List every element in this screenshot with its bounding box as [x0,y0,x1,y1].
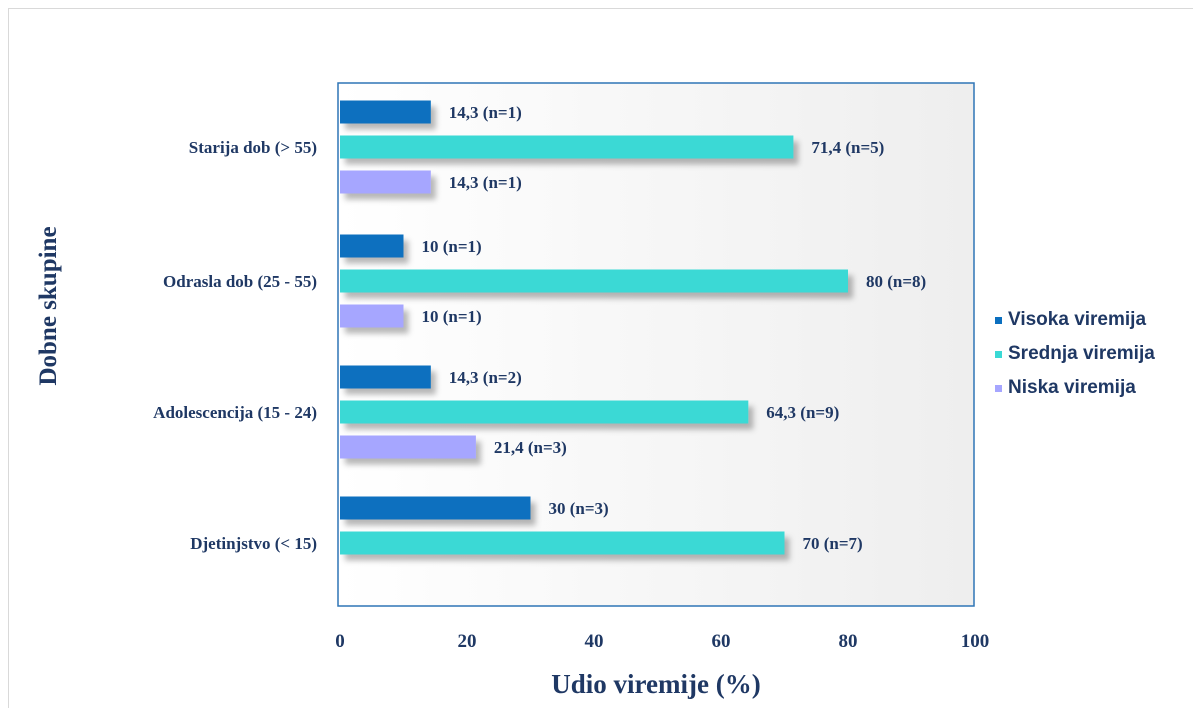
category-label: Djetinjstvo (< 15) [190,534,317,553]
x-tick-label: 0 [335,631,345,652]
bar [340,435,476,459]
data-label: 10 (n=1) [422,307,482,326]
bar [340,496,531,520]
category-labels-group: Starija dob (> 55) Odrasla dob (25 - 55) A… [153,138,317,553]
category-label: Odrasla dob (25 - 55) [163,272,317,291]
legend-label: Visoka viremija [1008,309,1146,330]
data-labels-group: 14,3 (n=1) 71,4 (n=5) 14,3 (n=1) 10 (n=1) 80… [422,103,927,553]
bar [340,170,431,194]
bar [340,304,404,328]
x-tick-label: 80 [839,631,858,652]
legend-swatch [995,351,1002,358]
bars-group [340,100,848,555]
bar [340,400,749,424]
x-tick-label: 100 [961,631,990,652]
data-label: 80 (n=8) [866,272,926,291]
data-label: 70 (n=7) [803,534,863,553]
bar [340,234,404,258]
data-label: 64,3 (n=9) [766,403,839,422]
data-label: 71,4 (n=5) [811,138,884,157]
legend-swatch [995,385,1002,392]
legend-label: Srednja viremija [1008,343,1155,364]
data-label: 14,3 (n=1) [449,103,522,122]
bar [340,100,431,124]
data-label: 14,3 (n=1) [449,173,522,192]
data-label: 30 (n=3) [549,499,609,518]
legend: Visoka viremija Srednja viremija Niska vir… [995,309,1155,398]
data-label: 10 (n=1) [422,237,482,256]
legend-label: Niska viremija [1008,377,1136,398]
data-label: 14,3 (n=2) [449,368,522,387]
bar [340,135,794,159]
chart-frame [8,8,1193,708]
category-label: Starija dob (> 55) [189,138,317,157]
legend-swatch [995,317,1002,324]
bar [340,269,848,293]
x-tick-label: 20 [458,631,477,652]
plot-area [337,82,975,607]
bar [340,365,431,389]
bar [340,531,785,555]
y-axis-label: Dobne skupine [35,226,62,385]
x-tick-labels-group: 0 20 40 60 80 100 [335,631,989,652]
x-tick-label: 60 [712,631,731,652]
category-label: Adolescencija (15 - 24) [153,403,317,422]
x-tick-label: 40 [585,631,604,652]
data-label: 21,4 (n=3) [494,438,567,457]
x-axis-label: Udio viremije (%) [551,669,760,699]
